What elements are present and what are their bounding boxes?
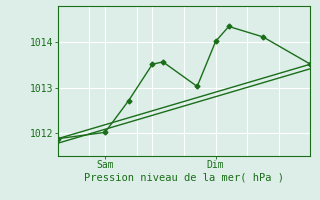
X-axis label: Pression niveau de la mer( hPa ): Pression niveau de la mer( hPa ) — [84, 173, 284, 183]
